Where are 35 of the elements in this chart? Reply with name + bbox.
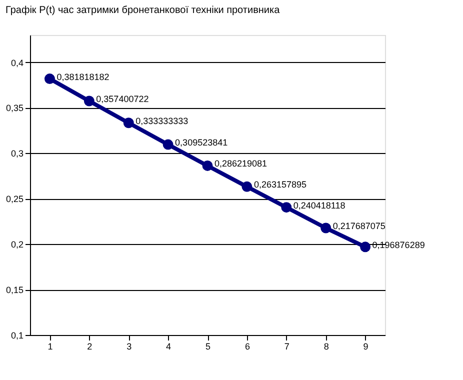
y-tick-label: 0,25 xyxy=(6,194,24,204)
data-label: 0,217687075 xyxy=(332,221,386,232)
y-tick-label: 0,1 xyxy=(10,330,24,340)
point xyxy=(281,202,292,213)
x-tick-label: 7 xyxy=(284,342,290,352)
point xyxy=(123,118,134,128)
chart-title: Графік P(t) час затримки бронетанкової техніки противника xyxy=(5,5,280,16)
point xyxy=(162,139,174,150)
point xyxy=(84,96,94,106)
x-tick-label: 3 xyxy=(126,342,132,352)
data-label: 0,357400722 xyxy=(96,94,149,104)
y-tick-label: 0,2 xyxy=(10,240,24,250)
data-label: 0,263157895 xyxy=(254,180,307,190)
data-label: 0,240418118 xyxy=(293,200,346,210)
point xyxy=(320,222,332,234)
point xyxy=(202,160,213,171)
data-label: 0,309523841 xyxy=(175,138,228,148)
point xyxy=(360,242,371,252)
data-label: 0,286219081 xyxy=(214,158,268,169)
x-tick-label: 8 xyxy=(324,342,329,352)
x-tick-label: 1 xyxy=(48,342,53,352)
x-tick-label: 4 xyxy=(166,342,172,352)
y-tick-label: 0,4 xyxy=(10,58,24,68)
data-label: 0,381818182 xyxy=(56,72,110,82)
x-tick-label: 6 xyxy=(244,342,250,352)
x-tick-label: 2 xyxy=(87,342,92,352)
point xyxy=(44,74,55,84)
data-label: 0,196876289 xyxy=(372,240,425,250)
x-tick-label: 9 xyxy=(363,342,368,352)
point xyxy=(242,181,252,192)
y-tick-label: 0,15 xyxy=(6,285,24,296)
x-tick-label: 5 xyxy=(205,342,211,352)
data-label: 0,333333333 xyxy=(136,116,188,126)
y-tick-label: 0,35 xyxy=(6,103,24,114)
y-tick-label: 0,3 xyxy=(10,148,24,159)
